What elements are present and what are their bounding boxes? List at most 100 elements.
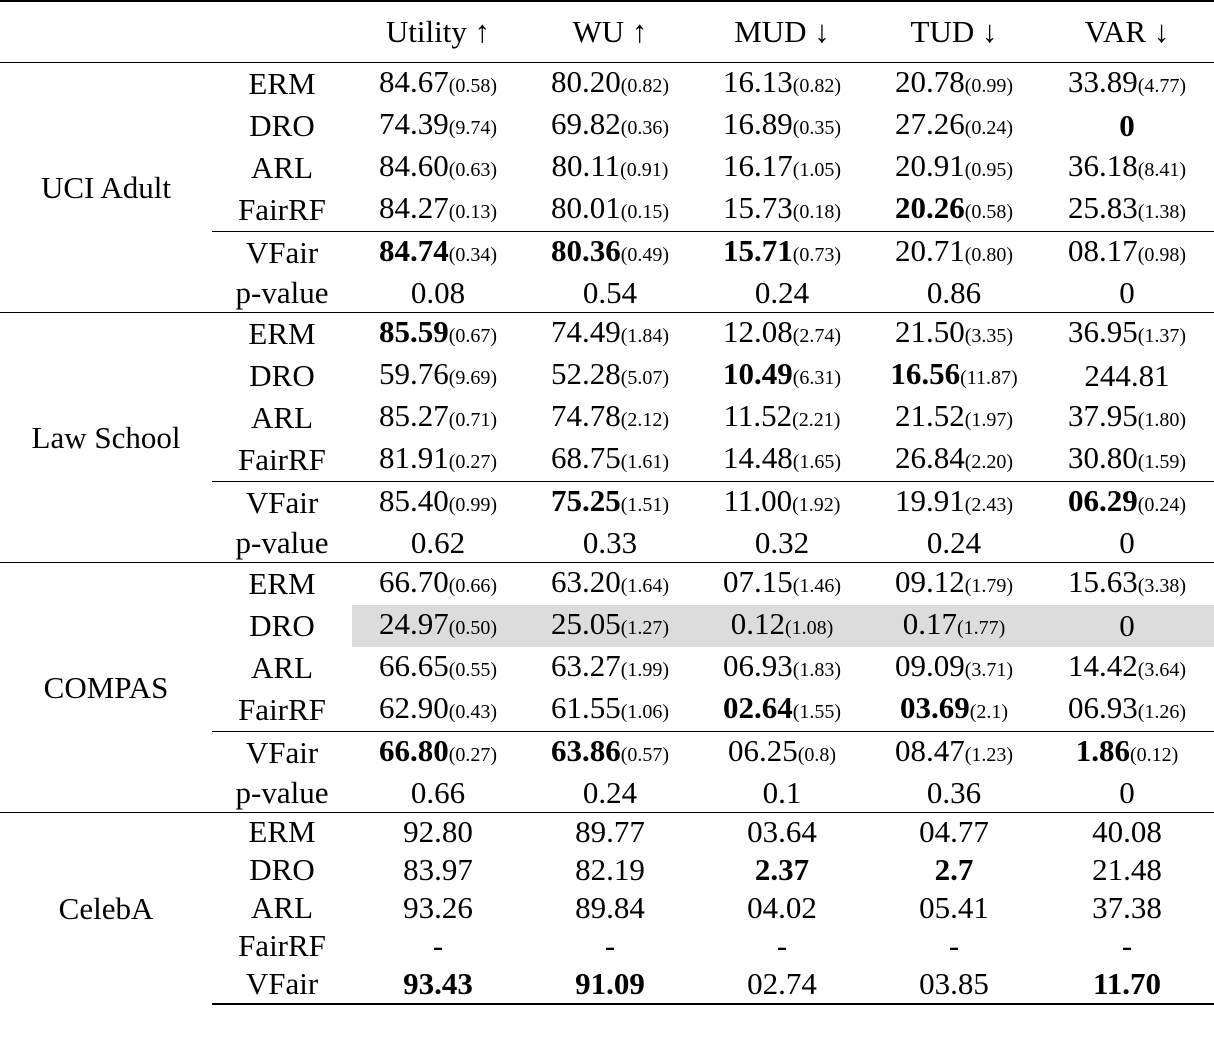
cell-value: 52.28 (550, 356, 621, 391)
cell-mud: 2.37 (696, 851, 868, 889)
cell-std: (1.61) (620, 451, 670, 473)
cell-wu: 0.33 (524, 524, 696, 563)
cell-std: (9.69) (448, 367, 498, 389)
cell-value: 10.49 (722, 356, 793, 391)
cell-var: 36.95(1.37) (1040, 312, 1214, 355)
cell-std: (0.80) (964, 244, 1014, 266)
method-label: ERM (248, 66, 316, 101)
cell-std: (1.92) (792, 494, 841, 516)
cell-value: 08.17 (1067, 233, 1138, 268)
cell-std: (0.98) (1137, 244, 1187, 266)
cell-std: (1.80) (1137, 409, 1187, 431)
cell-std: (1.59) (1137, 451, 1187, 473)
cell-tud: 05.41 (868, 889, 1040, 927)
method-label: DRO (249, 852, 315, 887)
cell-value: 04.77 (919, 814, 989, 849)
cell-wu: 89.77 (524, 812, 696, 851)
cell-value: 08.47 (894, 733, 965, 768)
results-table: Utility ↑ WU ↑ MUD ↓ TUD ↓ VAR ↓ UCI Adu… (0, 0, 1214, 1005)
cell-wu: 80.36(0.49) (524, 231, 696, 274)
cell-std: (0.43) (448, 701, 498, 723)
cell-std: (0.82) (792, 75, 842, 97)
cell-value: 0 (1119, 775, 1135, 810)
cell-value: 15.71 (722, 233, 793, 268)
cell-value: 63.27 (550, 648, 621, 683)
cell-wu: 75.25(1.51) (524, 481, 696, 524)
cell-utility: 59.76(9.69) (352, 355, 524, 397)
table-row: ARL 85.27(0.71) 74.78(2.12) 11.52(2.21) 21.5… (0, 397, 1214, 439)
cell-utility: 0.62 (352, 524, 524, 563)
cell-std: (1.46) (792, 575, 842, 597)
cell-std: (1.79) (964, 575, 1014, 597)
cell-value: 21.52 (894, 398, 965, 433)
table-row: p-value 0.08 0.54 0.24 0.86 0 (0, 274, 1214, 313)
cell-value: 0 (1119, 525, 1135, 560)
method-label: p-value (235, 775, 329, 810)
cell-std: (0.95) (964, 159, 1014, 181)
cell-tud: 08.47(1.23) (868, 731, 1040, 774)
cell-std: (0.12) (1129, 744, 1179, 766)
cell-std: (5.07) (620, 367, 670, 389)
cell-std: (1.83) (792, 659, 842, 681)
cell-value: 09.12 (894, 564, 965, 599)
cell-std: (0.27) (448, 744, 498, 766)
method-label: VFair (212, 481, 352, 524)
cell-var: 14.42(3.64) (1040, 647, 1214, 689)
cell-std: (3.38) (1137, 575, 1187, 597)
cell-value: 09.09 (894, 648, 965, 683)
cell-std: (0.99) (448, 494, 498, 516)
cell-std: (0.58) (448, 75, 498, 97)
cell-value: 16.56 (890, 356, 961, 391)
cell-value: 0.66 (410, 775, 466, 810)
cell-value: 84.27 (378, 190, 449, 225)
cell-std: (0.82) (620, 75, 670, 97)
method-label: VFair (212, 231, 352, 274)
method-label: p-value (235, 525, 329, 560)
cell-value: 68.75 (550, 440, 621, 475)
cell-value: 0.62 (410, 525, 466, 560)
cell-std: (1.08) (784, 617, 834, 639)
cell-var: 0 (1040, 524, 1214, 563)
cell-value: 37.38 (1092, 890, 1162, 925)
cell-std: (0.67) (448, 325, 498, 347)
cell-std: (3.35) (964, 325, 1014, 347)
cell-value: 89.77 (575, 814, 645, 849)
cell-var: 244.81 (1040, 355, 1214, 397)
method-label: ERM (212, 812, 352, 851)
cell-value: 11.70 (1092, 966, 1162, 1001)
cell-utility: 0.66 (352, 774, 524, 813)
cell-value: 84.74 (378, 233, 449, 268)
cell-utility: 93.43 (352, 965, 524, 1005)
cell-utility: 74.39(9.74) (352, 105, 524, 147)
cell-wu: 61.55(1.06) (524, 689, 696, 732)
cell-value: 06.29 (1067, 483, 1138, 518)
cell-tud: 03.69(2.1) (868, 689, 1040, 732)
cell-mud: 11.52(2.21) (696, 397, 868, 439)
cell-mud: 16.89(0.35) (696, 105, 868, 147)
cell-tud: 20.71(0.80) (868, 231, 1040, 274)
cell-value: 82.19 (575, 852, 645, 887)
cell-wu: 74.78(2.12) (524, 397, 696, 439)
cell-var: 0 (1040, 274, 1214, 313)
table-row: COMPAS ERM 66.70(0.66) 63.20(1.64) 07.15(1.4… (0, 562, 1214, 813)
cell-utility: 62.90(0.43) (352, 689, 524, 732)
cell-value: 84.67 (378, 64, 449, 99)
table-row: Law School ERM 85.59(0.67) 74.49(1.84) 12.08… (0, 312, 1214, 563)
cell-var: 37.38 (1040, 889, 1214, 927)
cell-value: 24.97 (378, 606, 449, 641)
cell-value: 80.36 (550, 233, 621, 268)
cell-value: 26.84 (894, 440, 965, 475)
cell-value: 02.74 (747, 966, 817, 1001)
cell-wu: 0.24 (524, 774, 696, 813)
cell-std: (2.43) (964, 494, 1014, 516)
cell-value: 74.39 (378, 106, 449, 141)
cell-utility: 66.80(0.27) (352, 731, 524, 774)
cell-mud: 10.49(6.31) (696, 355, 868, 397)
cell-value: 2.37 (754, 852, 810, 887)
cell-value: 40.08 (1092, 814, 1162, 849)
cell-value: 20.71 (894, 233, 965, 268)
cell-std: (0.71) (448, 409, 498, 431)
cell-value: 14.42 (1067, 648, 1138, 683)
cell-tud: 16.56(11.87) (868, 355, 1040, 397)
cell-value: 06.93 (722, 648, 793, 683)
